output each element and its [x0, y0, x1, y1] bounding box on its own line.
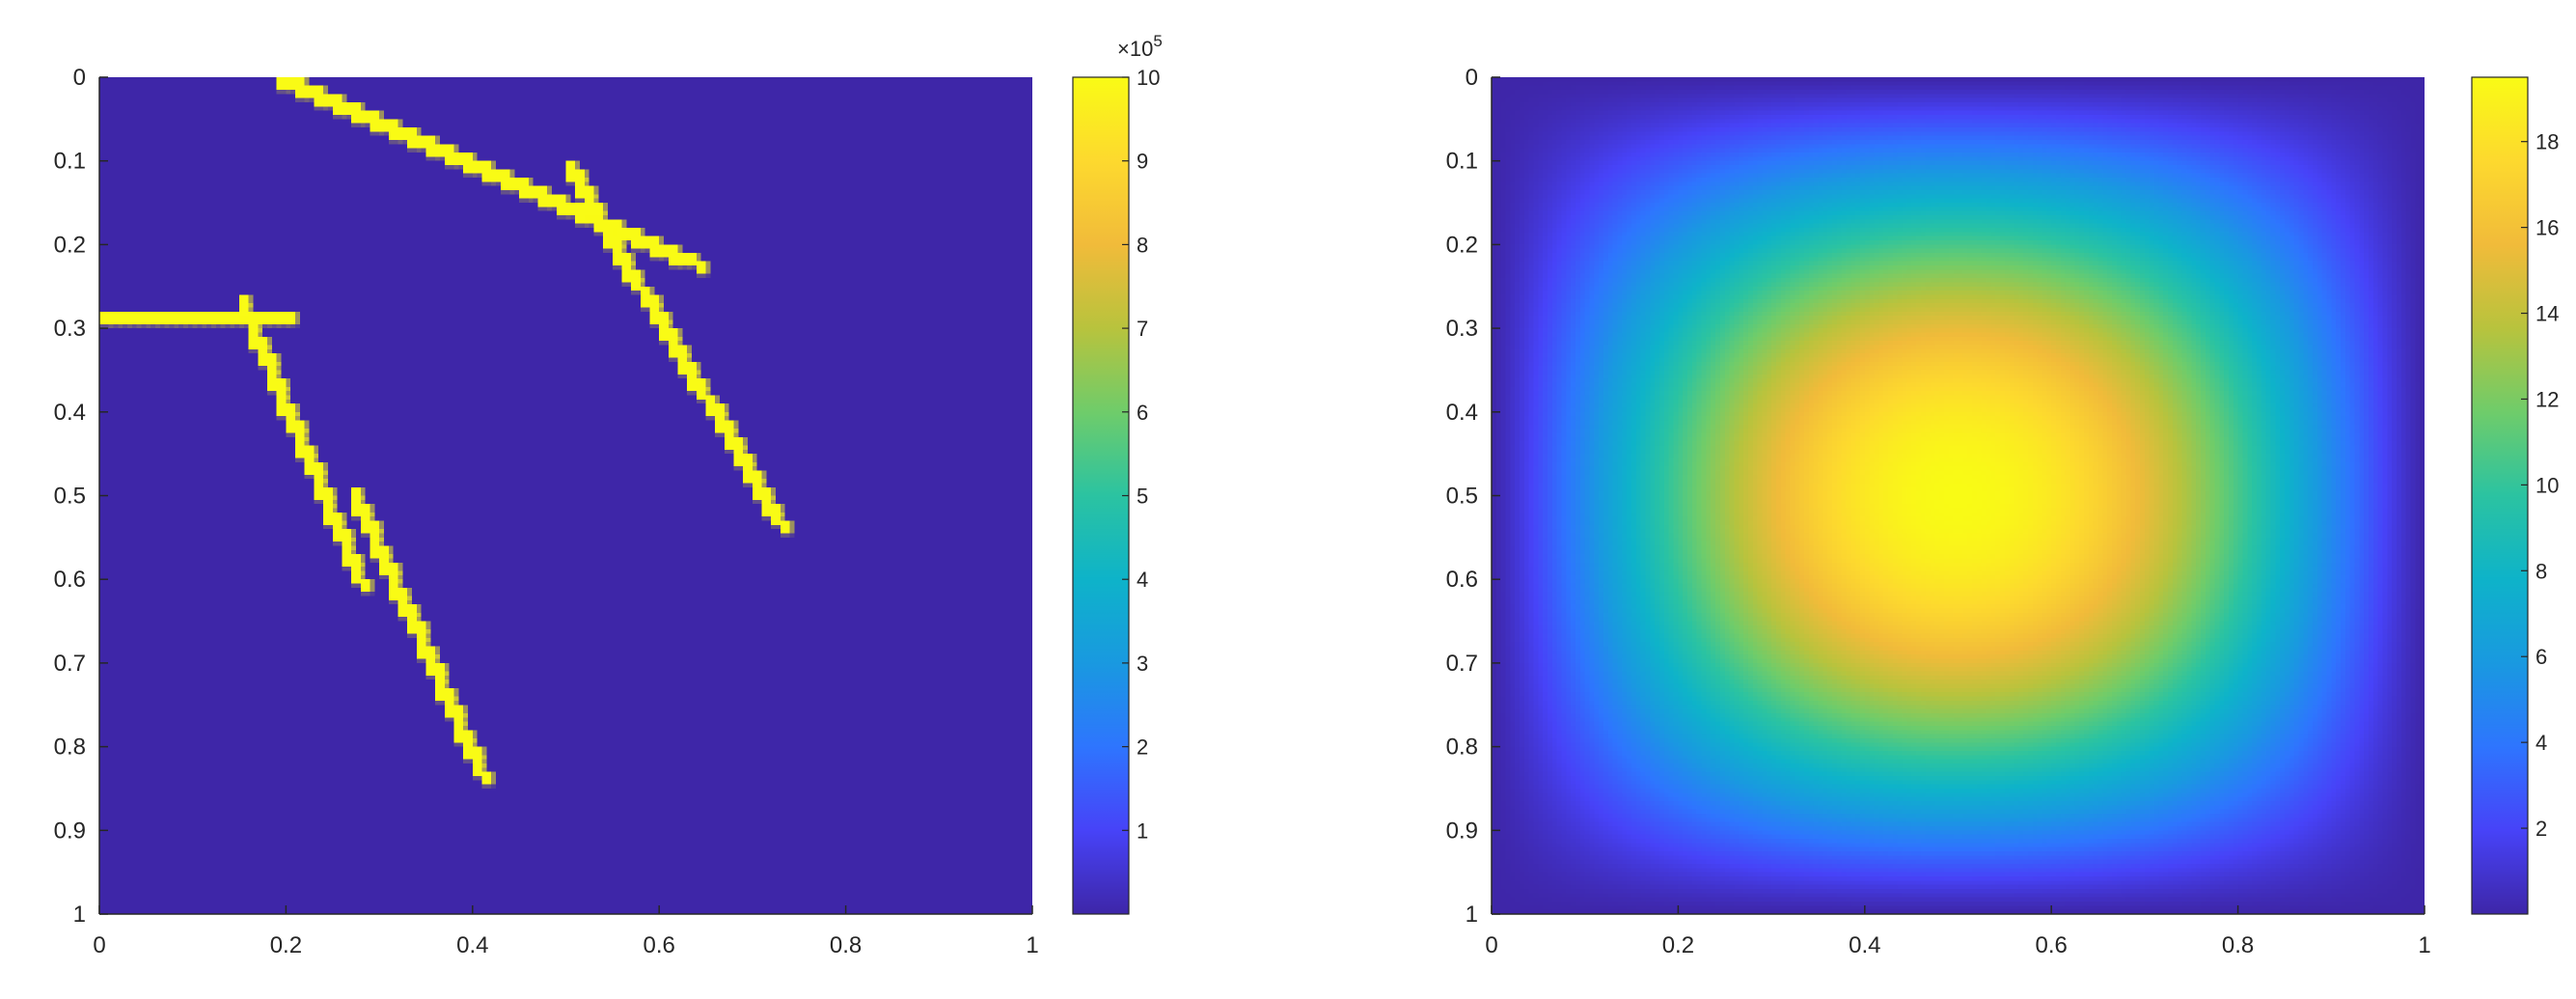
colorbar-tick-label: 8 [1137, 233, 1148, 257]
colorbar-tick-label: 5 [1137, 485, 1148, 509]
x-tick-label: 0.2 [1662, 932, 1694, 958]
colorbar-tick-label: 16 [2535, 216, 2559, 240]
x-tick-label: 0.6 [644, 932, 675, 958]
colorbar-tick-label: 7 [1137, 317, 1148, 341]
solution-field-panel: 0 0.2 0.4 0.6 0.8 100.10.20.30.40.50.60.70.80… [1446, 65, 2560, 958]
y-tick-label: 0.4 [1446, 400, 1478, 426]
colorbar-tick-label: 4 [2535, 731, 2547, 755]
y-tick-label: 0 [73, 65, 86, 91]
y-tick-label: 0.9 [54, 818, 86, 844]
colorbar-tick-label: 9 [1137, 150, 1148, 174]
y-tick-label: 0.2 [54, 232, 86, 258]
x-tick-label: 1 [2418, 932, 2430, 958]
y-tick-label: 0.1 [54, 149, 86, 175]
x-tick-label: 0.6 [2036, 932, 2068, 958]
y-tick-label: 0.7 [1446, 651, 1478, 677]
y-tick-label: 0.8 [54, 735, 86, 761]
y-tick-label: 0.9 [1446, 818, 1478, 844]
colorbar-tick-label: 6 [2535, 645, 2547, 669]
y-tick-label: 0.3 [54, 316, 86, 342]
y-tick-label: 0.5 [54, 484, 86, 510]
colorbar-tick-label: 10 [1137, 66, 1160, 90]
colorbar-tick-label: 2 [1137, 735, 1148, 760]
x-tick-label: 0.4 [1849, 932, 1880, 958]
y-tick-label: 0.4 [54, 400, 86, 426]
y-tick-label: 0.5 [1446, 484, 1478, 510]
colorbar [1072, 76, 1130, 915]
y-tick-label: 0.6 [1446, 567, 1478, 593]
colorbar-tick-label: 2 [2535, 817, 2547, 841]
colorbar-tick-label: 14 [2535, 302, 2559, 326]
colorbar-tick-label: 1 [1137, 819, 1148, 843]
colorbar-tick-label: 12 [2535, 387, 2559, 411]
colorbar-tick-label: 3 [1137, 652, 1148, 676]
y-tick-label: 0.2 [1446, 232, 1478, 258]
y-tick-label: 0.6 [54, 567, 86, 593]
colorbar-tick-label: 10 [2535, 473, 2559, 497]
x-tick-label: 0.8 [830, 932, 862, 958]
y-tick-label: 0.1 [1446, 149, 1478, 175]
y-tick-label: 0.3 [1446, 316, 1478, 342]
y-tick-label: 1 [73, 902, 86, 928]
x-tick-label: 0.2 [270, 932, 302, 958]
x-tick-label: 0 [1485, 932, 1497, 958]
colorbar-tick-label: 8 [2535, 559, 2547, 583]
colorbar [2471, 76, 2529, 915]
colorbar-tick-label: 6 [1137, 401, 1148, 425]
colorbar-exponent-label: ×105 [1117, 32, 1163, 61]
x-tick-label: 1 [1026, 932, 1038, 958]
y-tick-label: 0.7 [54, 651, 86, 677]
x-tick-label: 0 [93, 932, 105, 958]
x-tick-label: 0.8 [2222, 932, 2254, 958]
colorbar-tick-label: 4 [1137, 568, 1148, 592]
heatmap-image [99, 77, 1032, 914]
colorbar-tick-label: 18 [2535, 130, 2559, 154]
y-tick-label: 1 [1466, 902, 1478, 928]
x-tick-label: 0.4 [456, 932, 488, 958]
y-tick-label: 0.8 [1446, 735, 1478, 761]
heatmap-image [1492, 77, 2425, 914]
y-tick-label: 0 [1466, 65, 1478, 91]
fracture-map-panel: 0 0.2 0.4 0.6 0.8 100.10.20.30.40.50.60.70.80… [54, 32, 1163, 958]
